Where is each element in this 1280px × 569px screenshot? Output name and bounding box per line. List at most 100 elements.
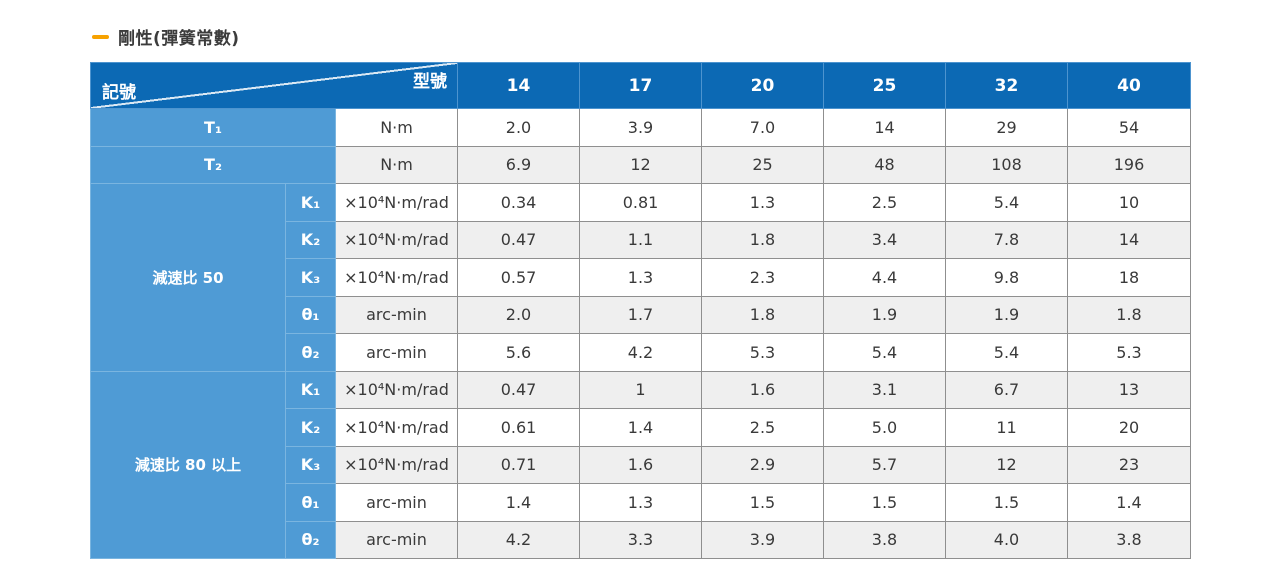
value-cell: 3.1 xyxy=(823,370,947,409)
value-cell: 5.3 xyxy=(1067,333,1192,372)
symbol-header-label: 記號 xyxy=(102,83,136,103)
value-cell: 0.47 xyxy=(457,220,581,259)
value-cell: 1.3 xyxy=(579,258,703,297)
table-row-g1-k1: 減速比 50 K₁ ×10⁴N·m/rad 0.34 0.81 1.3 2.5 … xyxy=(90,183,1192,372)
value-cell: 1.3 xyxy=(579,483,703,522)
value-cell: 29 xyxy=(945,108,1069,147)
value-cell: 196 xyxy=(1067,145,1192,184)
header-row: 型號 記號 14 17 20 25 32 40 xyxy=(89,62,1192,109)
value-cell: 20 xyxy=(1067,408,1192,447)
value-cell: 2.9 xyxy=(701,445,825,484)
stiffness-table: 型號 記號 14 17 20 25 32 40 T₁ N·m 2.0 3.9 7… xyxy=(89,62,1192,559)
column-header-model-32: 32 xyxy=(945,62,1069,109)
value-cell: 2.5 xyxy=(823,183,947,222)
table-row-g1-k3: K₃ ×10⁴N·m/rad 0.57 1.3 2.3 4.4 9.8 18 xyxy=(91,258,1192,297)
unit-cell: N·m xyxy=(334,108,459,147)
value-cell: 6.9 xyxy=(457,145,581,184)
value-cell: 1.5 xyxy=(945,483,1069,522)
value-cell: 0.47 xyxy=(457,370,581,409)
model-header-label: 型號 xyxy=(413,72,448,92)
value-cell: 3.9 xyxy=(701,520,825,559)
value-cell: 108 xyxy=(945,145,1069,184)
title-dash-icon xyxy=(92,34,109,39)
unit-cell: arc-min xyxy=(334,483,459,522)
unit-cell: ×10⁴N·m/rad xyxy=(334,408,459,447)
unit-cell: N·m xyxy=(334,145,459,184)
value-cell: 0.61 xyxy=(457,408,581,447)
column-header-model-17: 17 xyxy=(579,62,703,109)
column-header-model-25: 25 xyxy=(823,62,947,109)
value-cell: 4.0 xyxy=(945,520,1069,559)
value-cell: 25 xyxy=(701,145,825,184)
value-cell: 5.7 xyxy=(823,445,947,484)
unit-cell: ×10⁴N·m/rad xyxy=(334,220,459,259)
row-label-k2: K₂ xyxy=(285,220,336,259)
row-label-k1: K₁ xyxy=(285,183,336,222)
value-cell: 1.8 xyxy=(701,295,825,334)
row-label-k2: K₂ xyxy=(285,408,336,447)
value-cell: 2.3 xyxy=(701,258,825,297)
unit-cell: arc-min xyxy=(334,295,459,334)
value-cell: 5.4 xyxy=(823,333,947,372)
value-cell: 6.7 xyxy=(945,370,1069,409)
row-label-k1: K₁ xyxy=(285,370,336,409)
value-cell: 12 xyxy=(579,145,703,184)
value-cell: 3.4 xyxy=(823,220,947,259)
value-cell: 13 xyxy=(1067,370,1192,409)
group-label-ratio-50: 減速比 50 xyxy=(90,183,286,372)
value-cell: 14 xyxy=(823,108,947,147)
value-cell: 23 xyxy=(1067,445,1192,484)
corner-header-cell: 型號 記號 xyxy=(89,62,459,109)
value-cell: 10 xyxy=(1067,183,1192,222)
table-row-g2-k1: 減速比 80 以上 K₁ ×10⁴N·m/rad 0.47 1 1.6 3.1 … xyxy=(90,370,1192,559)
table-row-t2: T₂ N·m 6.9 12 25 48 108 196 xyxy=(90,145,1192,184)
column-header-model-20: 20 xyxy=(701,62,825,109)
value-cell: 9.8 xyxy=(945,258,1069,297)
value-cell: 0.34 xyxy=(457,183,581,222)
value-cell: 1.8 xyxy=(701,220,825,259)
value-cell: 2.0 xyxy=(457,108,581,147)
value-cell: 1.6 xyxy=(579,445,703,484)
unit-cell: ×10⁴N·m/rad xyxy=(334,183,459,222)
table-row-g2-theta2: θ₂ arc-min 4.2 3.3 3.9 3.8 4.0 3.8 xyxy=(91,520,1192,559)
unit-cell: ×10⁴N·m/rad xyxy=(334,258,459,297)
value-cell: 3.8 xyxy=(823,520,947,559)
value-cell: 11 xyxy=(945,408,1069,447)
row-label-theta1: θ₁ xyxy=(285,295,336,334)
value-cell: 5.6 xyxy=(457,333,581,372)
column-header-model-14: 14 xyxy=(457,62,581,109)
value-cell: 1.7 xyxy=(579,295,703,334)
row-label-theta2: θ₂ xyxy=(285,333,336,372)
value-cell: 3.9 xyxy=(579,108,703,147)
value-cell: 7.8 xyxy=(945,220,1069,259)
table-row-g2-k2: K₂ ×10⁴N·m/rad 0.61 1.4 2.5 5.0 11 20 xyxy=(91,408,1192,447)
value-cell: 1.4 xyxy=(457,483,581,522)
table-row-g1-theta2: θ₂ arc-min 5.6 4.2 5.3 5.4 5.4 5.3 xyxy=(91,333,1192,372)
table-row-g1-theta1: θ₁ arc-min 2.0 1.7 1.8 1.9 1.9 1.8 xyxy=(91,295,1192,334)
value-cell: 4.2 xyxy=(457,520,581,559)
value-cell: 1.9 xyxy=(945,295,1069,334)
value-cell: 1.4 xyxy=(579,408,703,447)
value-cell: 1.8 xyxy=(1067,295,1192,334)
value-cell: 1.9 xyxy=(823,295,947,334)
row-label-k3: K₃ xyxy=(285,258,336,297)
column-header-model-40: 40 xyxy=(1067,62,1192,109)
value-cell: 5.4 xyxy=(945,183,1069,222)
value-cell: 7.0 xyxy=(701,108,825,147)
value-cell: 1 xyxy=(579,370,703,409)
value-cell: 12 xyxy=(945,445,1069,484)
value-cell: 5.4 xyxy=(945,333,1069,372)
section-title: 剛性(彈簧常數) xyxy=(92,24,240,49)
value-cell: 1.3 xyxy=(701,183,825,222)
value-cell: 1.5 xyxy=(701,483,825,522)
value-cell: 0.57 xyxy=(457,258,581,297)
page-title: 剛性(彈簧常數) xyxy=(118,29,240,49)
value-cell: 1.6 xyxy=(701,370,825,409)
unit-cell: arc-min xyxy=(334,333,459,372)
group-label-ratio-80plus: 減速比 80 以上 xyxy=(90,370,286,559)
table-row-g1-k2: K₂ ×10⁴N·m/rad 0.47 1.1 1.8 3.4 7.8 14 xyxy=(91,220,1192,259)
unit-cell: ×10⁴N·m/rad xyxy=(334,370,459,409)
value-cell: 14 xyxy=(1067,220,1192,259)
table-row-t1: T₁ N·m 2.0 3.9 7.0 14 29 54 xyxy=(90,108,1192,147)
